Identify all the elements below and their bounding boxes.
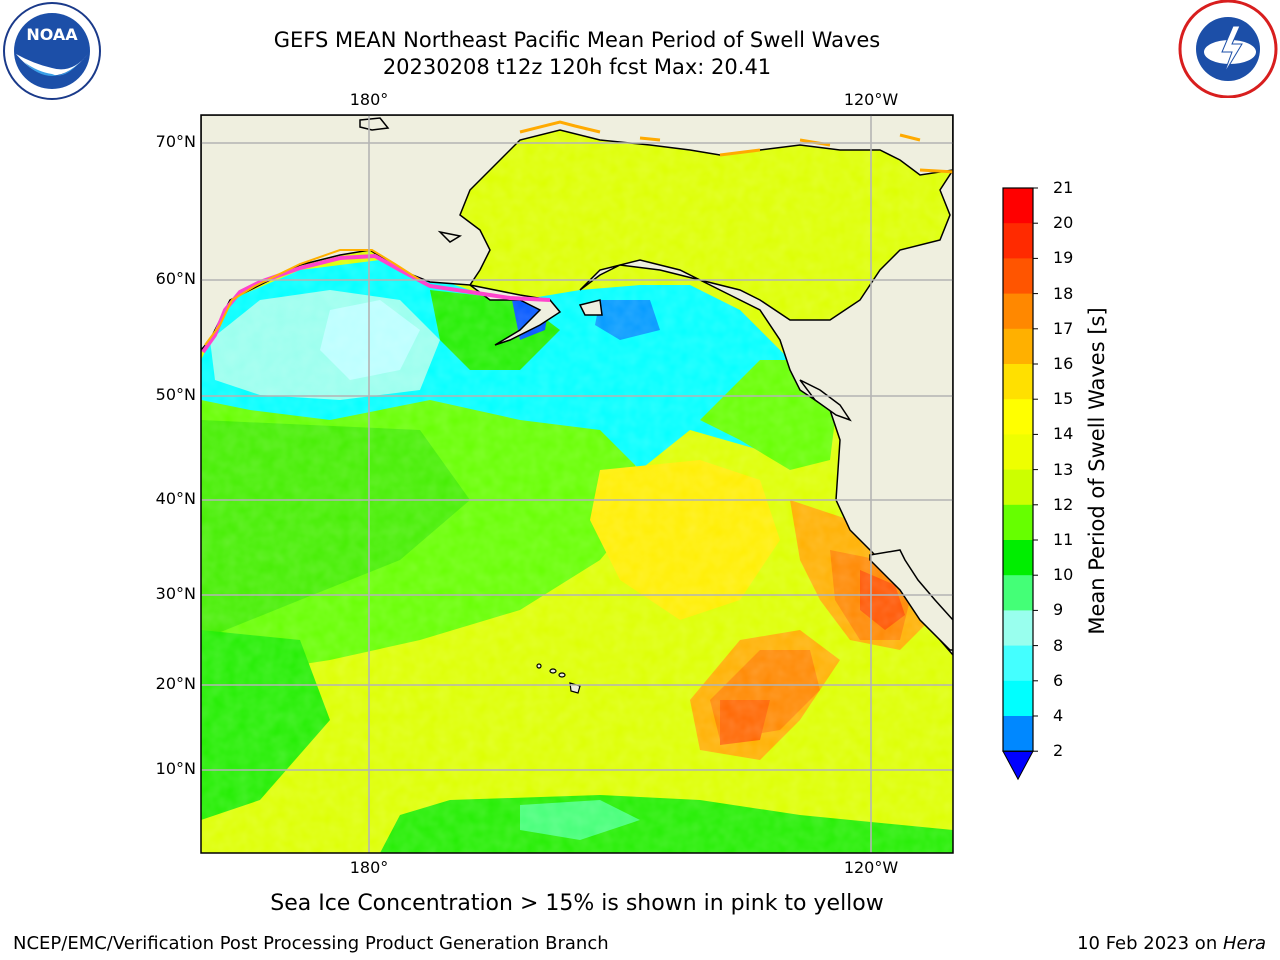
colorbar-segment <box>1003 188 1033 224</box>
lat-label-20n: 20°N <box>155 674 196 693</box>
colorbar-tick-label: 11 <box>1053 530 1074 549</box>
colorbar-segment <box>1003 540 1033 576</box>
map-field <box>201 115 953 853</box>
lat-label-70n: 70°N <box>155 132 196 151</box>
colorbar-tick-label: 14 <box>1053 424 1074 444</box>
colorbar-segment <box>1003 645 1033 682</box>
lon-label-bottom-180: 180° <box>349 858 389 877</box>
colorbar-tick-label: 13 <box>1053 459 1074 479</box>
colorbar-segment <box>1003 328 1033 365</box>
colorbar-tick-label: 15 <box>1053 389 1074 409</box>
nws-logo <box>1178 0 1278 99</box>
footer-left: NCEP/EMC/Verification Post Processing Pr… <box>13 933 609 954</box>
colorbar-segment <box>1003 575 1033 611</box>
colorbar-tick-label: 12 <box>1053 494 1074 514</box>
colorbar-segment <box>1003 434 1033 471</box>
graticule <box>201 115 953 853</box>
noaa-logo: NOAA <box>2 2 102 100</box>
colorbar-tick-label: 16 <box>1053 354 1074 373</box>
lat-label-10n: 10°N <box>155 759 196 778</box>
colorbar-tick-label: 19 <box>1053 248 1074 268</box>
colorbar-label: Mean Period of Swell Waves [s] <box>1085 307 1109 635</box>
colorbar-segment <box>1003 258 1033 295</box>
colorbar-tick-label: 20 <box>1053 213 1074 233</box>
chart-title-line2: 20230208 t12z 120h fcst Max: 20.41 <box>382 55 772 79</box>
footer-date: 10 Feb 2023 on <box>1077 933 1223 954</box>
colorbar-segment <box>1003 293 1033 330</box>
colorbar <box>1002 187 1038 781</box>
colorbar-extend-triangle <box>1002 750 1034 781</box>
colorbar-tick-label: 21 <box>1053 178 1074 197</box>
lat-label-30n: 30°N <box>155 584 196 603</box>
colorbar-segment <box>1003 364 1033 400</box>
colorbar-tick-label: 9 <box>1053 600 1064 620</box>
lon-label-top-120w: 120°W <box>843 90 899 109</box>
lon-label-top-180: 180° <box>349 90 389 109</box>
colorbar-segment <box>1003 716 1033 752</box>
lat-label-40n: 40°N <box>155 489 196 508</box>
colorbar-tick-label: 8 <box>1053 635 1064 655</box>
colorbar-tick-label: 6 <box>1053 670 1064 690</box>
colorbar-tick-label: 2 <box>1053 741 1064 761</box>
land <box>201 115 953 657</box>
colorbar-segment <box>1003 223 1033 259</box>
colorbar-segment <box>1003 610 1033 647</box>
colorbar-tick-label: 17 <box>1053 318 1074 338</box>
footer-host: Hera <box>1222 933 1266 954</box>
colorbar-segment <box>1003 469 1033 506</box>
colorbar-segment <box>1003 504 1033 541</box>
svg-text:NOAA: NOAA <box>26 25 78 44</box>
colorbar-segment <box>1003 680 1033 717</box>
lon-label-bottom-120w: 120°W <box>843 858 899 877</box>
colorbar-tick-label: 4 <box>1053 706 1064 725</box>
chart-title-line1: GEFS MEAN Northeast Pacific Mean Period … <box>273 28 881 52</box>
colorbar-tick-label: 18 <box>1053 283 1074 303</box>
map-frame <box>200 114 954 854</box>
lat-label-60n: 60°N <box>155 269 196 288</box>
colorbar-segment <box>1003 399 1033 435</box>
colorbar-tick-label: 10 <box>1053 565 1074 585</box>
sea-ice-note: Sea Ice Concentration > 15% is shown in … <box>270 891 884 916</box>
lat-label-50n: 50°N <box>155 385 196 404</box>
footer-right: 10 Feb 2023 on Hera <box>1077 933 1266 954</box>
